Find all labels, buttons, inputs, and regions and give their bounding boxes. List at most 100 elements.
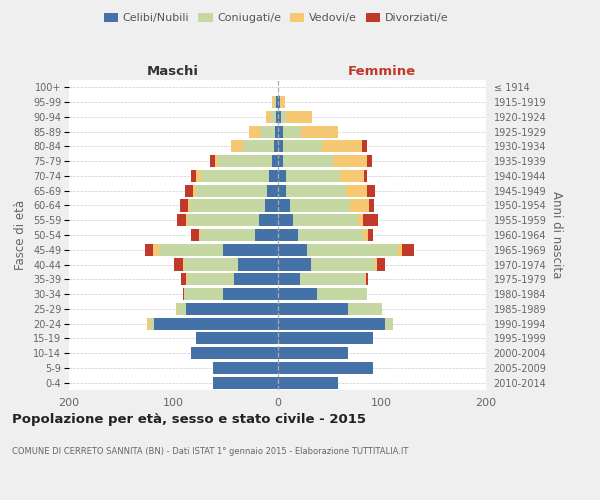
Bar bbox=[238, 258, 277, 270]
Bar bbox=[179, 200, 188, 211]
Bar bbox=[215, 155, 218, 167]
Bar bbox=[362, 140, 367, 152]
Bar bbox=[307, 244, 398, 256]
Bar bbox=[213, 376, 277, 388]
Bar bbox=[186, 214, 188, 226]
Bar bbox=[367, 155, 373, 167]
Bar bbox=[301, 126, 338, 138]
Bar bbox=[293, 214, 358, 226]
Bar bbox=[145, 244, 154, 256]
Bar bbox=[365, 273, 366, 285]
Bar bbox=[154, 244, 158, 256]
Bar bbox=[398, 244, 401, 256]
Bar bbox=[186, 303, 277, 315]
Bar bbox=[376, 258, 377, 270]
Bar bbox=[254, 229, 277, 241]
Bar bbox=[181, 273, 186, 285]
Bar bbox=[174, 258, 182, 270]
Bar bbox=[213, 362, 277, 374]
Bar bbox=[277, 318, 385, 330]
Bar bbox=[298, 229, 363, 241]
Bar bbox=[176, 303, 178, 315]
Legend: Celibi/Nubili, Coniugati/e, Vedovi/e, Divorziati/e: Celibi/Nubili, Coniugati/e, Vedovi/e, Di… bbox=[100, 8, 452, 28]
Bar bbox=[190, 200, 265, 211]
Bar bbox=[243, 140, 274, 152]
Bar bbox=[277, 376, 338, 388]
Bar bbox=[277, 214, 293, 226]
Bar bbox=[277, 273, 301, 285]
Bar bbox=[223, 288, 277, 300]
Bar bbox=[317, 288, 367, 300]
Bar bbox=[199, 229, 200, 241]
Bar bbox=[191, 347, 277, 359]
Bar bbox=[277, 155, 283, 167]
Bar bbox=[277, 362, 373, 374]
Bar bbox=[277, 126, 283, 138]
Bar bbox=[322, 140, 362, 152]
Bar bbox=[368, 229, 373, 241]
Bar bbox=[151, 318, 154, 330]
Bar bbox=[223, 244, 277, 256]
Bar bbox=[218, 155, 272, 167]
Bar bbox=[290, 200, 350, 211]
Bar bbox=[277, 184, 286, 197]
Bar bbox=[274, 96, 277, 108]
Bar bbox=[277, 303, 349, 315]
Bar bbox=[200, 229, 254, 241]
Bar bbox=[269, 170, 277, 182]
Bar bbox=[358, 214, 363, 226]
Bar bbox=[340, 170, 364, 182]
Bar bbox=[277, 96, 280, 108]
Bar bbox=[274, 140, 277, 152]
Bar bbox=[188, 200, 190, 211]
Bar bbox=[272, 155, 277, 167]
Bar bbox=[277, 140, 283, 152]
Bar bbox=[188, 214, 259, 226]
Text: Popolazione per età, sesso e stato civile - 2015: Popolazione per età, sesso e stato civil… bbox=[12, 412, 366, 426]
Bar bbox=[178, 214, 186, 226]
Bar bbox=[272, 96, 274, 108]
Bar bbox=[333, 155, 367, 167]
Bar bbox=[182, 258, 184, 270]
Bar bbox=[363, 214, 377, 226]
Bar bbox=[210, 155, 215, 167]
Bar bbox=[377, 258, 385, 270]
Text: COMUNE DI CERRETO SANNITA (BN) - Dati ISTAT 1° gennaio 2015 - Elaborazione TUTTI: COMUNE DI CERRETO SANNITA (BN) - Dati IS… bbox=[12, 448, 409, 456]
Text: Maschi: Maschi bbox=[147, 65, 199, 78]
Bar bbox=[266, 111, 271, 123]
Bar bbox=[350, 200, 369, 211]
Bar bbox=[301, 273, 365, 285]
Bar bbox=[187, 273, 234, 285]
Bar bbox=[234, 273, 277, 285]
Bar bbox=[267, 184, 277, 197]
Bar bbox=[367, 184, 376, 197]
Bar bbox=[281, 111, 286, 123]
Bar bbox=[182, 288, 184, 300]
Bar bbox=[196, 332, 277, 344]
Bar bbox=[202, 170, 269, 182]
Bar bbox=[363, 229, 368, 241]
Bar bbox=[277, 347, 349, 359]
Bar bbox=[286, 170, 340, 182]
Bar bbox=[277, 332, 373, 344]
Bar bbox=[184, 258, 238, 270]
Bar bbox=[369, 200, 374, 211]
Bar bbox=[283, 140, 322, 152]
Bar bbox=[349, 303, 382, 315]
Bar bbox=[277, 229, 298, 241]
Bar bbox=[230, 140, 243, 152]
Bar bbox=[286, 111, 312, 123]
Bar bbox=[260, 126, 275, 138]
Bar bbox=[154, 318, 277, 330]
Bar bbox=[147, 318, 151, 330]
Bar bbox=[178, 303, 186, 315]
Bar bbox=[366, 273, 368, 285]
Bar bbox=[283, 155, 333, 167]
Bar bbox=[385, 318, 393, 330]
Bar bbox=[277, 244, 307, 256]
Bar bbox=[196, 184, 267, 197]
Bar bbox=[271, 111, 277, 123]
Bar bbox=[158, 244, 223, 256]
Bar bbox=[184, 288, 223, 300]
Text: Femmine: Femmine bbox=[347, 65, 416, 78]
